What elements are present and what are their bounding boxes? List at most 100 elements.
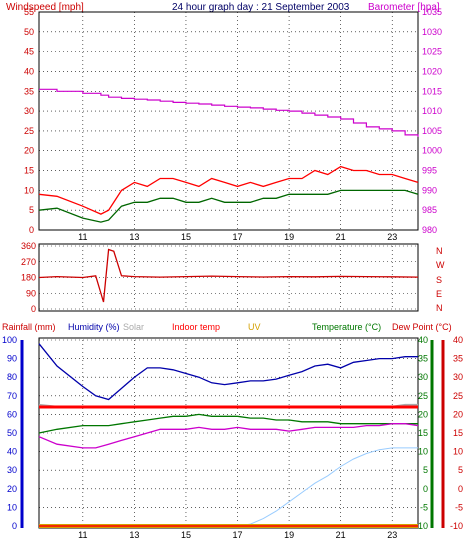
wind-tick-label: 45 xyxy=(24,47,34,57)
humidity-tick-label: 100 xyxy=(2,335,17,345)
hour-tick-label-bottom: 15 xyxy=(181,530,191,540)
dewpoint-tick-label: 35 xyxy=(453,354,463,364)
barometer-tick-label: 995 xyxy=(422,166,437,176)
dewpoint-tick-label: 30 xyxy=(453,372,463,382)
barometer-tick-label: 1025 xyxy=(422,47,442,57)
dewpoint-tick-label: 10 xyxy=(453,447,463,457)
hour-tick-label-bottom: 11 xyxy=(78,530,87,540)
direction-tick-label: 180 xyxy=(21,273,36,283)
barometer-tick-label: 990 xyxy=(422,185,437,195)
temperature-tick-label: 30 xyxy=(418,372,428,382)
barometer-tick-label: 1015 xyxy=(422,86,442,96)
humidity-tick-label: 60 xyxy=(7,409,17,419)
temperature-tick-label: 35 xyxy=(418,354,428,364)
chart-title: 24 hour graph day : 21 September 2003 xyxy=(172,2,350,13)
direction-letter-n2: N xyxy=(436,303,443,313)
wind-tick-label: 35 xyxy=(24,86,34,96)
barometer-tick-label: 980 xyxy=(422,225,437,235)
humidity-tick-label: 20 xyxy=(7,484,17,494)
uv-label: UV xyxy=(248,322,261,332)
dewpoint-label: Dew Point (°C) xyxy=(392,322,452,332)
barometer-tick-label: 1005 xyxy=(422,126,442,136)
wind-tick-label: 30 xyxy=(24,106,34,116)
dewpoint-tick-label: 20 xyxy=(453,409,463,419)
windspeed-line xyxy=(38,165,419,215)
hour-tick-label: 23 xyxy=(387,232,397,242)
dewpoint-tick-label: -10 xyxy=(450,521,463,531)
humidity-tick-label: 80 xyxy=(7,372,17,382)
humidity-tick-label: 30 xyxy=(7,465,17,475)
temperature-tick-label: 0 xyxy=(423,484,428,494)
direction-tick-label: 90 xyxy=(26,288,36,298)
hour-tick-label: 21 xyxy=(336,232,346,242)
hour-tick-label: 15 xyxy=(181,232,191,242)
humidity-tick-label: 40 xyxy=(7,447,17,457)
rainfall-label: Rainfall (mm) xyxy=(2,322,56,332)
humidity-tick-label: 70 xyxy=(7,391,17,401)
wind-tick-label: 25 xyxy=(24,126,34,136)
dewpoint-tick-label: 5 xyxy=(458,465,463,475)
dewpoint-tick-label: 25 xyxy=(453,391,463,401)
hour-tick-label-bottom: 23 xyxy=(387,530,397,540)
temperature-tick-label: -5 xyxy=(420,502,428,512)
hour-tick-label: 13 xyxy=(129,232,139,242)
barometer-tick-label: 985 xyxy=(422,205,437,215)
humidity-tick-label: 10 xyxy=(7,502,17,512)
hour-tick-label-bottom: 13 xyxy=(129,530,139,540)
hour-tick-label: 11 xyxy=(78,232,87,242)
dewpoint-line xyxy=(38,423,419,449)
indoor-temp-label: Indoor temp xyxy=(172,322,220,332)
direction-letter-w: W xyxy=(436,260,445,270)
barometer-tick-label: 1035 xyxy=(422,7,442,17)
barometer-line xyxy=(39,88,419,137)
solar-label: Solar xyxy=(123,322,144,332)
temperature-tick-label: 40 xyxy=(418,335,428,345)
barometer-tick-label: 1020 xyxy=(422,66,442,76)
temperature-label: Temperature (°C) xyxy=(312,322,381,332)
temperature-tick-label: -10 xyxy=(415,521,428,531)
windspeed-label: Windspeed [mph] xyxy=(6,2,84,13)
wind-direction-line xyxy=(38,248,419,303)
direction-letter-s: S xyxy=(436,275,442,285)
humidity-line xyxy=(38,343,418,401)
wind-tick-label: 20 xyxy=(24,146,34,156)
barometer-tick-label: 1030 xyxy=(422,27,442,37)
solar-radiation-line xyxy=(39,447,418,527)
hour-tick-label-bottom: 21 xyxy=(336,530,346,540)
direction-letter-e: E xyxy=(436,289,442,299)
direction-tick-label: 270 xyxy=(21,257,36,267)
direction-letter-n: N xyxy=(436,246,443,256)
dewpoint-tick-label: 40 xyxy=(453,335,463,345)
dewpoint-tick-label: 0 xyxy=(458,484,463,494)
humidity-tick-label: 90 xyxy=(7,354,17,364)
temperature-tick-label: 10 xyxy=(418,447,428,457)
wind-tick-label: 55 xyxy=(24,7,34,17)
direction-tick-label: 0 xyxy=(31,304,36,314)
wind-tick-label: 5 xyxy=(29,205,34,215)
wind-average-line xyxy=(38,189,419,223)
dewpoint-tick-label: 15 xyxy=(453,428,463,438)
wind-tick-label: 0 xyxy=(29,225,34,235)
humidity-label: Humidity (%) xyxy=(68,322,120,332)
wind-tick-label: 10 xyxy=(24,185,34,195)
temperature-tick-label: 15 xyxy=(418,428,428,438)
hour-tick-label: 17 xyxy=(233,232,243,242)
hour-tick-label-bottom: 17 xyxy=(233,530,243,540)
wind-tick-label: 15 xyxy=(24,166,34,176)
barometer-tick-label: 1010 xyxy=(422,106,442,116)
hour-tick-label-bottom: 19 xyxy=(284,530,294,540)
humidity-tick-label: 50 xyxy=(7,428,17,438)
dewpoint-tick-label: -5 xyxy=(455,502,463,512)
temperature-tick-label: 5 xyxy=(423,465,428,475)
temperature-tick-label: 20 xyxy=(418,409,428,419)
hour-tick-label: 19 xyxy=(284,232,294,242)
wind-tick-label: 50 xyxy=(24,27,34,37)
temperature-line xyxy=(38,413,418,434)
wind-panel-frame xyxy=(38,11,419,231)
temperature-tick-label: 25 xyxy=(418,391,428,401)
direction-tick-label: 360 xyxy=(21,241,36,251)
barometer-label: Barometer [hpa] xyxy=(368,2,440,13)
barometer-tick-label: 1000 xyxy=(422,146,442,156)
